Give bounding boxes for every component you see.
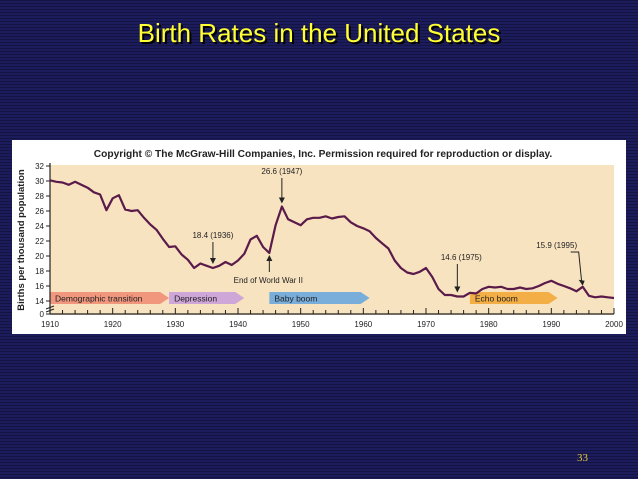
x-tick-label: 1910 [41, 320, 59, 329]
plot-background [50, 165, 614, 315]
annotation-arrowhead [278, 197, 285, 204]
y-tick-label: 18 [35, 267, 44, 276]
y-tick-label: 0 [40, 310, 45, 319]
y-tick-label: 14 [35, 297, 44, 306]
x-tick-label: 1960 [354, 320, 372, 329]
annotation-label: 15.9 (1995) [536, 241, 577, 250]
x-tick-label: 1920 [104, 320, 122, 329]
x-tick-label: 1980 [480, 320, 498, 329]
page-number: 33 [577, 452, 588, 464]
y-tick-label: 16 [35, 282, 44, 291]
period-label: Depression [174, 294, 217, 304]
x-tick-label: 1930 [166, 320, 184, 329]
x-tick-label: 1970 [417, 320, 435, 329]
annotation-arrowhead [578, 279, 585, 286]
x-tick-label: 1940 [229, 320, 247, 329]
period-label: Echo boom [475, 294, 518, 304]
y-tick-label: 24 [35, 222, 44, 231]
annotation-label: End of World War II [234, 276, 303, 285]
period-arrow [269, 292, 370, 304]
y-tick-label: 22 [35, 237, 44, 246]
period-arrow [50, 292, 170, 304]
period-arrow [169, 292, 245, 304]
period-label: Baby boom [274, 294, 317, 304]
y-tick-label: 26 [35, 207, 44, 216]
y-tick-label: 20 [35, 252, 44, 261]
x-tick-label: 1990 [542, 320, 560, 329]
y-tick-label: 28 [35, 192, 44, 201]
y-tick-label: 32 [35, 162, 44, 171]
period-label: Demographic transition [55, 294, 143, 304]
x-tick-label: 2000 [605, 320, 623, 329]
birth-rate-line [49, 179, 615, 300]
copyright-notice: Copyright © The McGraw-Hill Companies, I… [94, 149, 553, 160]
y-axis-label: Births per thousand population [16, 169, 27, 311]
annotation-arrowhead [454, 286, 461, 293]
slide-title: Birth Rates in the United States [137, 18, 501, 48]
birth-rate-chart: Copyright © The McGraw-Hill Companies, I… [16, 149, 623, 329]
y-tick-label: 30 [35, 177, 44, 186]
annotation-arrowhead [209, 258, 216, 264]
chart-figure: Copyright © The McGraw-Hill Companies, I… [12, 140, 626, 334]
annotation-label: 18.4 (1936) [192, 231, 233, 240]
x-tick-label: 1950 [292, 320, 310, 329]
annotation-label: 14.6 (1975) [441, 253, 482, 262]
annotation-label: 26.6 (1947) [261, 167, 302, 176]
period-arrow [469, 292, 558, 304]
annotation-arrowhead [266, 255, 273, 261]
annotation-arrow [570, 251, 583, 282]
